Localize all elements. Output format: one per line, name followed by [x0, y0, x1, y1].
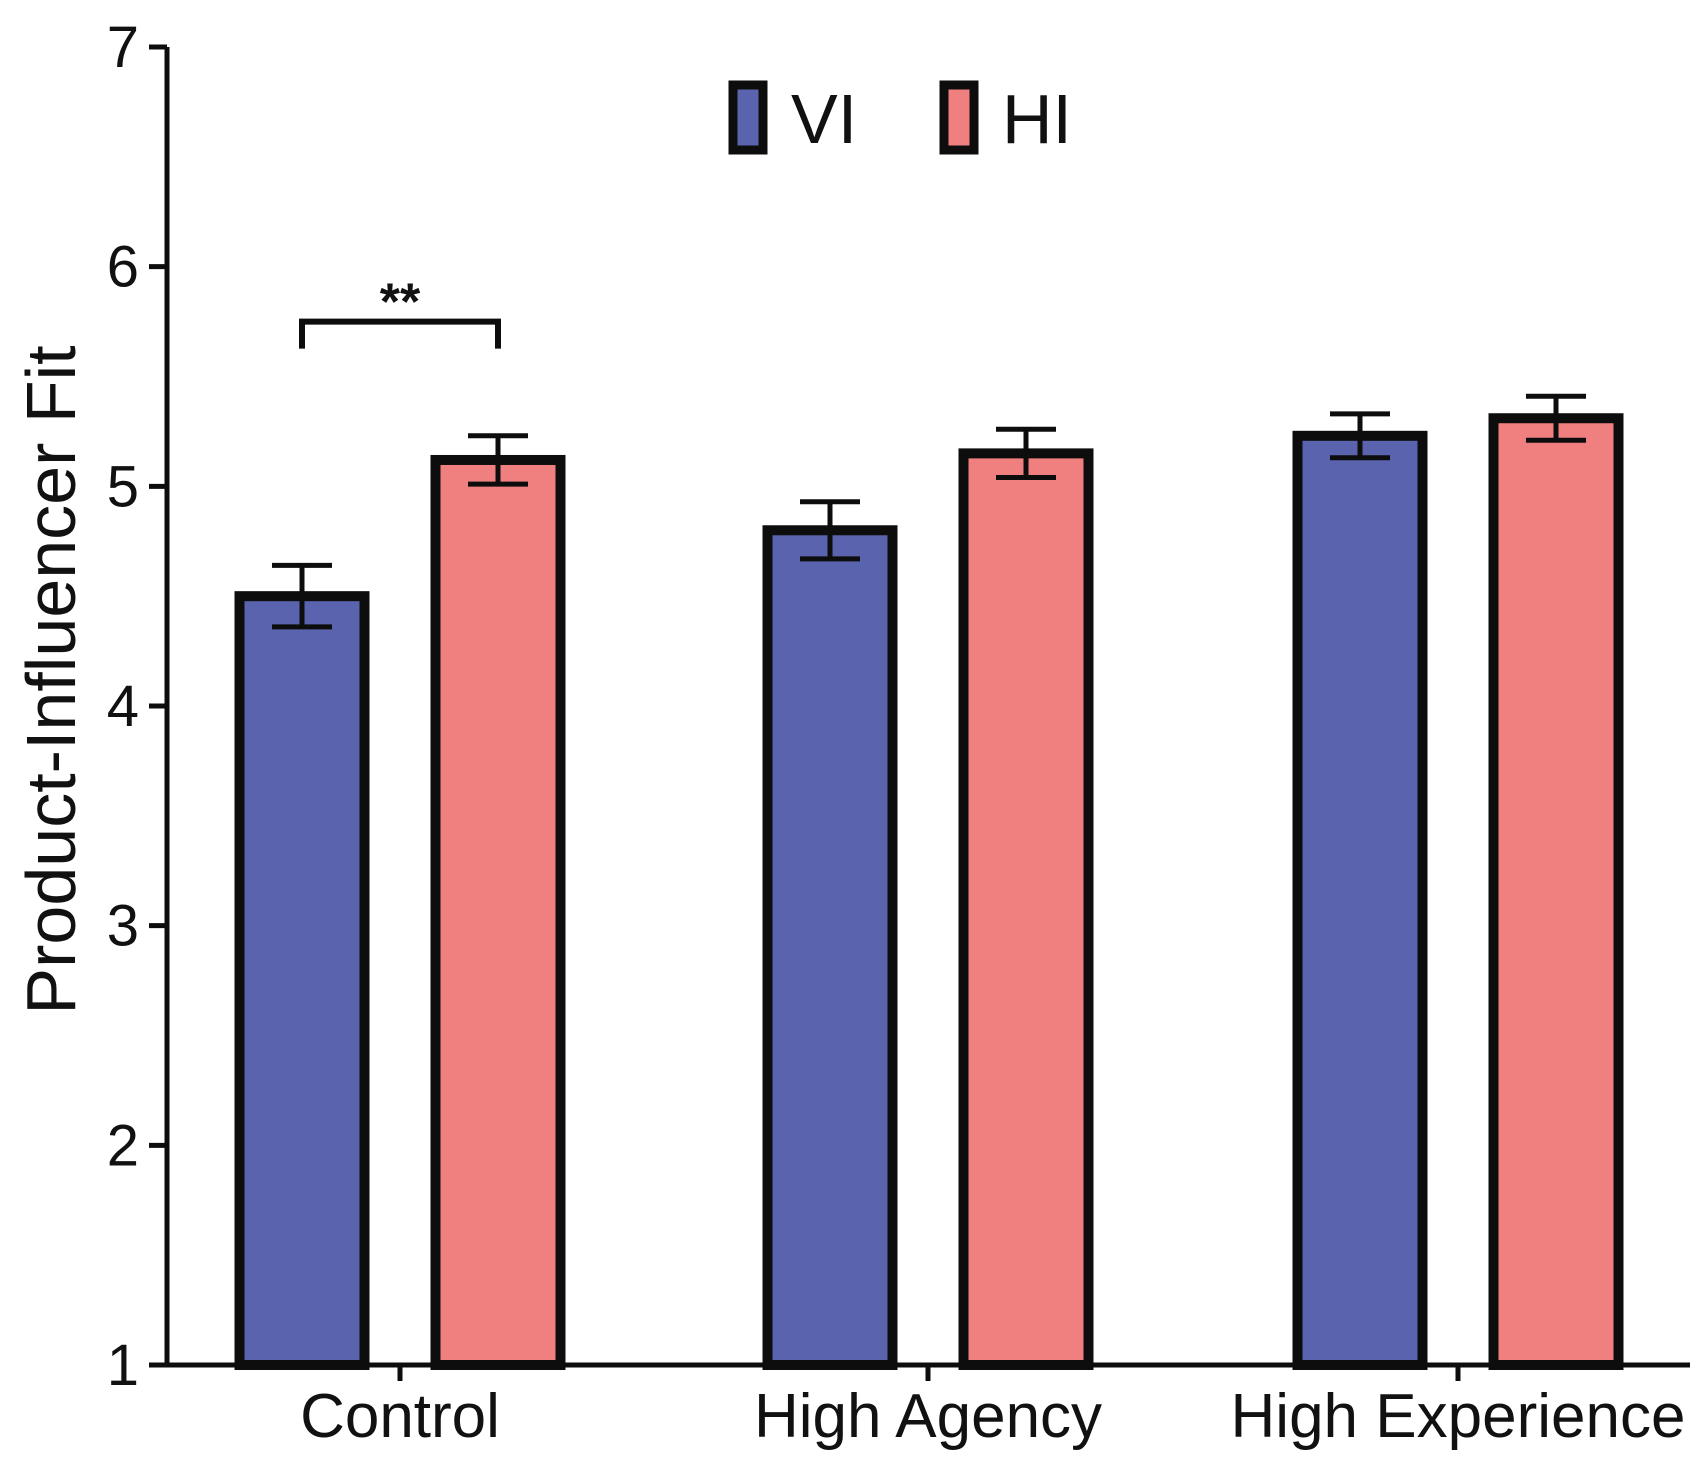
bar-hi-high-experience [1488, 413, 1624, 1370]
bar-vi-control [234, 591, 370, 1370]
legend-swatch-vi [728, 80, 768, 155]
legend-swatch-hi [939, 80, 979, 155]
significance-label: ** [380, 274, 421, 332]
significance-bracket [299, 318, 501, 349]
bar-vi-high-experience [1292, 430, 1428, 1370]
legend-label-hi: HI [1002, 80, 1072, 158]
y-tick-label: 3 [107, 894, 139, 959]
y-tick-label: 5 [107, 454, 139, 519]
y-tick-label: 4 [107, 674, 139, 739]
y-tick-label: 1 [107, 1333, 139, 1398]
y-tick-label: 6 [107, 235, 139, 300]
x-tick-label-control: Control [300, 1382, 500, 1451]
legend-label-vi: VI [791, 80, 857, 158]
y-axis-title: Product-Influencer Fit [12, 345, 90, 1014]
y-tick-label: 2 [107, 1113, 139, 1178]
bar-vi-high-agency [762, 525, 898, 1370]
x-tick-label-high-experience: High Experience [1231, 1382, 1686, 1451]
y-tick-label: 7 [107, 15, 139, 80]
bar-hi-control [430, 454, 566, 1370]
bar-hi-high-agency [958, 448, 1094, 1370]
x-tick-label-high-agency: High Agency [754, 1382, 1102, 1451]
